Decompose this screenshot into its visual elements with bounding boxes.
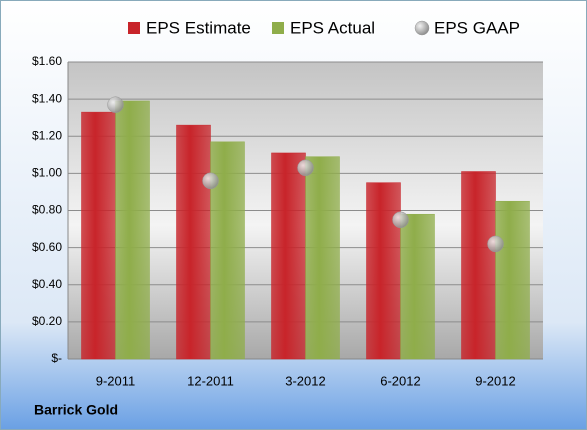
- legend-marker: [414, 20, 430, 36]
- bar: [176, 124, 211, 360]
- bar: [366, 182, 401, 360]
- bar: [461, 171, 496, 360]
- y-tick-label: $1.40: [32, 91, 62, 105]
- bar: [115, 100, 150, 360]
- legend-marker: [272, 22, 284, 34]
- y-tick-label: $0.80: [32, 203, 62, 217]
- bar: [210, 141, 245, 360]
- y-tick-label: $0.40: [32, 277, 62, 291]
- x-tick-label: 9-2012: [475, 373, 515, 388]
- gaap-dot: [202, 172, 219, 190]
- bar: [495, 200, 530, 360]
- gaap-dot: [107, 96, 124, 113]
- y-tick-label: $1.60: [32, 54, 62, 68]
- y-tick-label: $0.20: [32, 314, 62, 328]
- y-tick-label: $0.60: [32, 240, 62, 254]
- x-tick-label: 6-2012: [380, 373, 420, 388]
- bar: [305, 156, 340, 360]
- x-tick-label: 9-2011: [96, 373, 136, 388]
- bar: [81, 111, 116, 360]
- gaap-dot: [392, 211, 409, 229]
- legend-label: EPS Estimate: [146, 18, 251, 37]
- y-tick-label: $-: [51, 351, 62, 365]
- legend-marker: [128, 22, 140, 34]
- bar: [400, 213, 435, 360]
- legend-label: EPS GAAP: [434, 18, 520, 37]
- y-tick-label: $1.20: [32, 128, 62, 142]
- x-tick-label: 3-2012: [285, 373, 325, 388]
- bar: [271, 152, 306, 360]
- gaap-dot: [487, 235, 504, 253]
- chart-title: Barrick Gold: [34, 402, 118, 418]
- gaap-dot: [297, 159, 314, 177]
- legend-label: EPS Actual: [290, 18, 375, 37]
- y-tick-label: $1.00: [32, 166, 62, 180]
- x-tick-label: 12-2011: [187, 373, 234, 388]
